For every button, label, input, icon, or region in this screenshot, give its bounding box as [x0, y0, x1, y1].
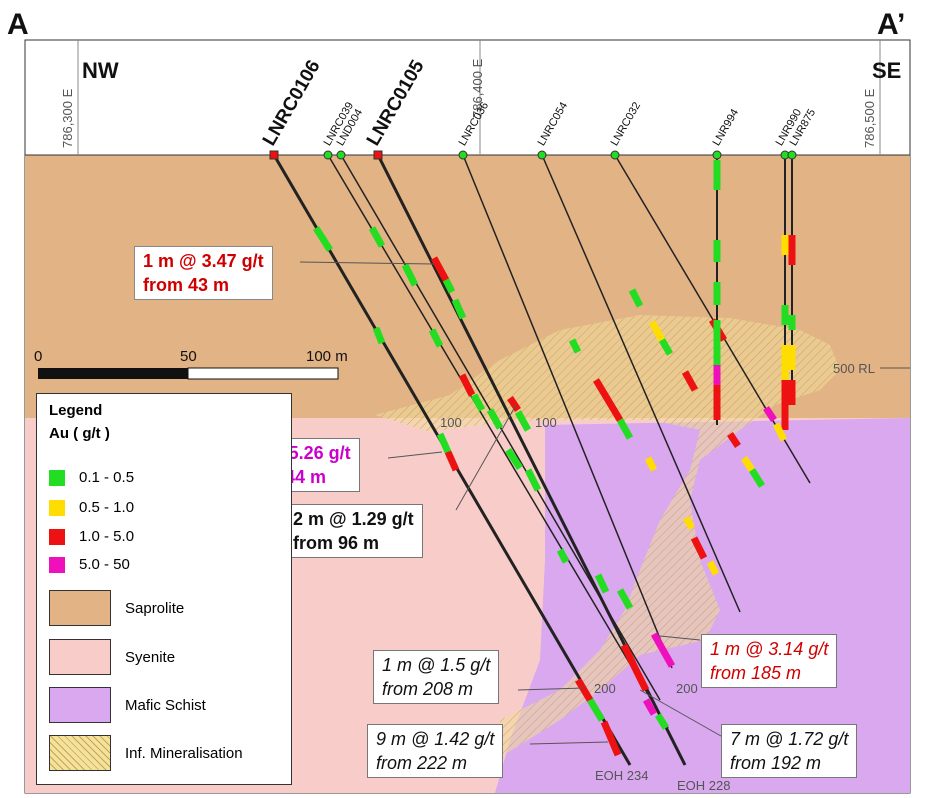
- inferred-mineralisation-zone: [375, 315, 840, 760]
- assay-intervals: [313, 160, 796, 757]
- legend-grade-item: 1.0 - 5.0: [49, 528, 134, 545]
- legend-swatch: [49, 528, 65, 545]
- intercept-callout: 9 m @ 1.42 g/t from 222 m: [367, 724, 504, 778]
- direction-nw: NW: [82, 58, 119, 83]
- scale-bar: [38, 367, 339, 380]
- depth-label: 100: [535, 415, 557, 430]
- legend-grade-item: 0.1 - 0.5: [49, 469, 134, 486]
- legend-swatch: [49, 499, 65, 516]
- callout-leaders: [299, 261, 729, 745]
- collar-markers: [269, 150, 797, 160]
- section-label-a: A: [7, 8, 29, 41]
- hole-LNRC039-trace: [327, 154, 669, 729]
- intercept-callout: 2 m @ 1.29 g/t from 96 m: [284, 504, 423, 558]
- scale-label-end: 100 m: [306, 348, 348, 365]
- legend-lithology-item: Syenite: [49, 639, 175, 675]
- easting-label: 786,500 E: [862, 88, 877, 148]
- scale-label-start: 0: [34, 348, 43, 365]
- eoh-label: EOH 228: [677, 778, 731, 793]
- scale-label-mid: 50: [180, 348, 197, 365]
- legend-lithology-item: Inf. Mineralisation: [49, 735, 243, 771]
- legend-grade-item: 5.0 - 50: [49, 556, 130, 573]
- legend-lithology-item: Saprolite: [49, 590, 184, 626]
- legend-swatch: [49, 735, 111, 771]
- legend-swatch: [49, 556, 65, 573]
- depth-label: 200: [676, 681, 698, 696]
- legend-title: Legend: [49, 402, 103, 419]
- intercept-callout: 1 m @ 3.14 g/t from 185 m: [701, 634, 838, 688]
- hole-LNRC054-trace: [541, 154, 741, 613]
- eoh-label: EOH 234: [595, 768, 649, 783]
- rl-label: 500 RL: [833, 361, 875, 376]
- section-label-a-prime: A’: [877, 8, 906, 41]
- intercept-callout: 7 m @ 1.72 g/t from 192 m: [721, 724, 858, 778]
- legend-subtitle: Au ( g/t ): [49, 425, 110, 442]
- legend-swatch: [49, 639, 111, 675]
- legend-swatch: [49, 687, 111, 723]
- legend-lithology-item: Mafic Schist: [49, 687, 206, 723]
- easting-label: 786,300 E: [60, 88, 75, 148]
- depth-label: 200: [594, 681, 616, 696]
- depth-label: 100: [440, 415, 462, 430]
- intercept-callout: 1 m @ 1.5 g/t from 208 m: [373, 650, 500, 704]
- hole-LNRC036-trace: [462, 154, 673, 669]
- legend-panel: Legend Au ( g/t ) 0.1 - 0.5 0.5 - 1.0 1.…: [36, 393, 292, 785]
- direction-se: SE: [872, 58, 902, 83]
- legend-grade-item: 0.5 - 1.0: [49, 499, 134, 516]
- intercept-callout: 1 m @ 3.47 g/t from 43 m: [134, 246, 273, 300]
- legend-swatch: [49, 469, 65, 486]
- legend-swatch: [49, 590, 111, 626]
